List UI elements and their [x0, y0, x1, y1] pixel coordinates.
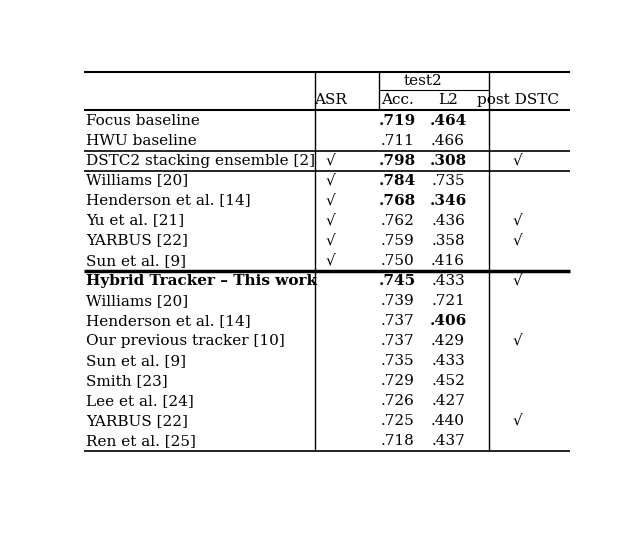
Text: .721: .721	[431, 294, 465, 307]
Text: Williams [20]: Williams [20]	[86, 294, 188, 307]
Text: .745: .745	[379, 274, 416, 287]
Text: √: √	[513, 154, 523, 168]
Text: L2: L2	[438, 93, 458, 108]
Text: .719: .719	[379, 114, 417, 128]
Text: .739: .739	[381, 294, 415, 307]
Text: DSTC2 stacking ensemble [2]: DSTC2 stacking ensemble [2]	[86, 154, 315, 168]
Text: Our previous tracker [10]: Our previous tracker [10]	[86, 334, 285, 348]
Text: √: √	[513, 334, 523, 348]
Text: √: √	[326, 214, 335, 228]
Text: .735: .735	[381, 354, 415, 368]
Text: .762: .762	[381, 214, 415, 228]
Text: ASR: ASR	[314, 93, 347, 108]
Text: √: √	[326, 154, 335, 168]
Text: YARBUS [22]: YARBUS [22]	[86, 414, 188, 428]
Text: Lee et al. [24]: Lee et al. [24]	[86, 394, 194, 408]
Text: Focus baseline: Focus baseline	[86, 114, 200, 128]
Text: .735: .735	[431, 174, 465, 188]
Text: √: √	[513, 234, 523, 248]
Text: .750: .750	[381, 254, 415, 268]
Text: .358: .358	[431, 234, 465, 248]
Text: .433: .433	[431, 354, 465, 368]
Text: .464: .464	[429, 114, 467, 128]
Text: YARBUS [22]: YARBUS [22]	[86, 234, 188, 248]
Text: √: √	[326, 194, 335, 208]
Text: Yu et al. [21]: Yu et al. [21]	[86, 214, 184, 228]
Text: .416: .416	[431, 254, 465, 268]
Text: HWU baseline: HWU baseline	[86, 134, 197, 148]
Text: √: √	[513, 414, 523, 428]
Text: .718: .718	[381, 434, 415, 448]
Text: .433: .433	[431, 274, 465, 287]
Text: .798: .798	[379, 154, 417, 168]
Text: .737: .737	[381, 314, 415, 327]
Text: Ren et al. [25]: Ren et al. [25]	[86, 434, 196, 448]
Text: .406: .406	[429, 314, 467, 327]
Text: Hybrid Tracker – This work: Hybrid Tracker – This work	[86, 274, 317, 287]
Text: Sun et al. [9]: Sun et al. [9]	[86, 254, 186, 268]
Text: .452: .452	[431, 374, 465, 388]
Text: .429: .429	[431, 334, 465, 348]
Text: Smith [23]: Smith [23]	[86, 374, 168, 388]
Text: √: √	[326, 174, 335, 188]
Text: Henderson et al. [14]: Henderson et al. [14]	[86, 314, 251, 327]
Text: .466: .466	[431, 134, 465, 148]
Text: .427: .427	[431, 394, 465, 408]
Text: Williams [20]: Williams [20]	[86, 174, 188, 188]
Text: .346: .346	[429, 194, 467, 208]
Text: .768: .768	[379, 194, 417, 208]
Text: √: √	[513, 214, 523, 228]
Text: .729: .729	[381, 374, 415, 388]
Text: √: √	[326, 254, 335, 268]
Text: .440: .440	[431, 414, 465, 428]
Text: .711: .711	[381, 134, 415, 148]
Text: .437: .437	[431, 434, 465, 448]
Text: .308: .308	[429, 154, 467, 168]
Text: .725: .725	[381, 414, 415, 428]
Text: .726: .726	[381, 394, 415, 408]
Text: post DSTC: post DSTC	[477, 93, 559, 108]
Text: √: √	[326, 234, 335, 248]
Text: √: √	[513, 274, 523, 287]
Text: Sun et al. [9]: Sun et al. [9]	[86, 354, 186, 368]
Text: Acc.: Acc.	[381, 93, 414, 108]
Text: .436: .436	[431, 214, 465, 228]
Text: Henderson et al. [14]: Henderson et al. [14]	[86, 194, 251, 208]
Text: .759: .759	[381, 234, 415, 248]
Text: .737: .737	[381, 334, 415, 348]
Text: test2: test2	[404, 74, 442, 88]
Text: .784: .784	[379, 174, 417, 188]
